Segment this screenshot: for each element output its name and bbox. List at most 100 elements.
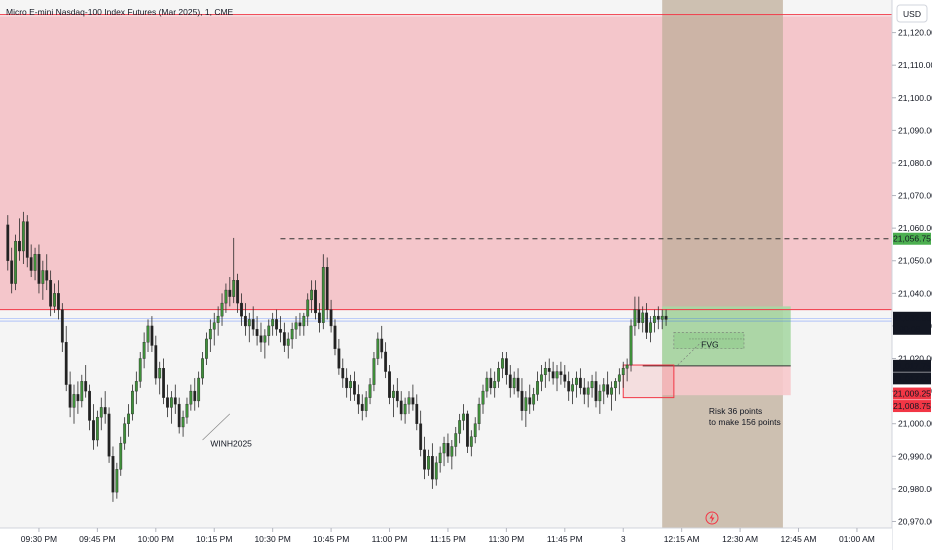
candle[interactable]: [446, 433, 450, 463]
candle[interactable]: [532, 387, 536, 411]
time-axis-panel[interactable]: [0, 528, 892, 550]
candle[interactable]: [489, 368, 493, 395]
candle[interactable]: [294, 316, 298, 339]
candle[interactable]: [68, 371, 72, 418]
candle[interactable]: [493, 371, 497, 398]
candle[interactable]: [220, 293, 224, 326]
candle[interactable]: [306, 293, 310, 326]
candle[interactable]: [524, 391, 528, 427]
candle[interactable]: [614, 378, 617, 401]
candle[interactable]: [45, 254, 49, 291]
candle[interactable]: [189, 384, 193, 411]
candle[interactable]: [501, 352, 504, 379]
candle[interactable]: [551, 361, 555, 385]
candle[interactable]: [6, 215, 10, 271]
candle[interactable]: [621, 361, 625, 388]
candle[interactable]: [99, 397, 103, 431]
candle[interactable]: [107, 407, 111, 463]
candle[interactable]: [481, 384, 485, 414]
candle[interactable]: [652, 309, 656, 333]
fvg-connector[interactable]: [677, 342, 702, 366]
candle[interactable]: [150, 316, 154, 352]
candle[interactable]: [33, 247, 37, 281]
candle[interactable]: [512, 371, 516, 395]
candle[interactable]: [547, 358, 551, 382]
candle[interactable]: [594, 371, 598, 408]
candle[interactable]: [317, 303, 321, 333]
candle[interactable]: [267, 319, 271, 346]
candle[interactable]: [559, 361, 563, 385]
session-shade-column[interactable]: [662, 0, 783, 528]
candle[interactable]: [302, 312, 306, 336]
price-axis-panel[interactable]: [892, 0, 932, 550]
candle[interactable]: [434, 456, 438, 486]
candle[interactable]: [80, 374, 84, 408]
candle[interactable]: [466, 410, 469, 454]
candle[interactable]: [637, 296, 641, 330]
candle[interactable]: [645, 303, 649, 339]
candle[interactable]: [337, 338, 341, 375]
candle[interactable]: [29, 244, 33, 278]
candle[interactable]: [282, 322, 286, 352]
candle[interactable]: [290, 322, 294, 349]
candle[interactable]: [10, 247, 14, 294]
price-badge[interactable]: 21,017.75: [893, 359, 931, 372]
candle[interactable]: [578, 368, 582, 395]
trade-stop-zone[interactable]: [662, 365, 791, 396]
candle[interactable]: [458, 413, 462, 444]
candle[interactable]: [633, 296, 637, 336]
candle[interactable]: [228, 277, 232, 307]
candle[interactable]: [314, 280, 317, 320]
candle[interactable]: [477, 397, 481, 431]
candle[interactable]: [259, 322, 263, 352]
candle[interactable]: [21, 211, 25, 264]
candle[interactable]: [131, 384, 134, 421]
candle[interactable]: [115, 462, 119, 499]
price-badge[interactable]: 21,008.75: [893, 400, 931, 413]
candle[interactable]: [255, 316, 259, 346]
candle[interactable]: [450, 440, 454, 470]
candle[interactable]: [224, 283, 228, 313]
candle[interactable]: [372, 352, 376, 392]
candle[interactable]: [298, 312, 302, 336]
candle[interactable]: [438, 446, 442, 473]
price-badge[interactable]: 21,009.25: [893, 387, 931, 400]
fvg-box[interactable]: [673, 332, 745, 350]
candle[interactable]: [641, 306, 645, 333]
candle[interactable]: [462, 404, 465, 431]
candle[interactable]: [415, 394, 419, 431]
candle[interactable]: [329, 299, 333, 333]
candle[interactable]: [57, 280, 60, 320]
candle[interactable]: [243, 303, 247, 336]
trade-target-zone[interactable]: [662, 306, 791, 366]
candle[interactable]: [617, 368, 621, 395]
candle[interactable]: [236, 273, 240, 313]
candle[interactable]: [181, 410, 185, 437]
candle[interactable]: [103, 391, 107, 424]
candle[interactable]: [497, 361, 500, 388]
candle[interactable]: [403, 397, 407, 424]
candle[interactable]: [232, 237, 236, 304]
candle[interactable]: [430, 443, 434, 489]
price-badge[interactable]: 21,017.00: [893, 372, 931, 385]
candle[interactable]: [407, 391, 411, 414]
candle[interactable]: [271, 312, 275, 336]
candle[interactable]: [197, 371, 201, 408]
candle[interactable]: [162, 358, 166, 405]
candle[interactable]: [92, 404, 95, 450]
candle[interactable]: [399, 391, 403, 421]
candle[interactable]: [485, 371, 489, 398]
candle[interactable]: [356, 384, 360, 414]
candle[interactable]: [95, 410, 99, 447]
candle[interactable]: [185, 397, 189, 424]
candle[interactable]: [72, 384, 76, 424]
order-block-box[interactable]: [622, 364, 675, 399]
candle[interactable]: [368, 378, 372, 405]
candle[interactable]: [528, 384, 532, 414]
candle[interactable]: [392, 384, 395, 418]
candle[interactable]: [345, 368, 349, 398]
candle[interactable]: [582, 378, 586, 405]
candle[interactable]: [376, 332, 380, 366]
